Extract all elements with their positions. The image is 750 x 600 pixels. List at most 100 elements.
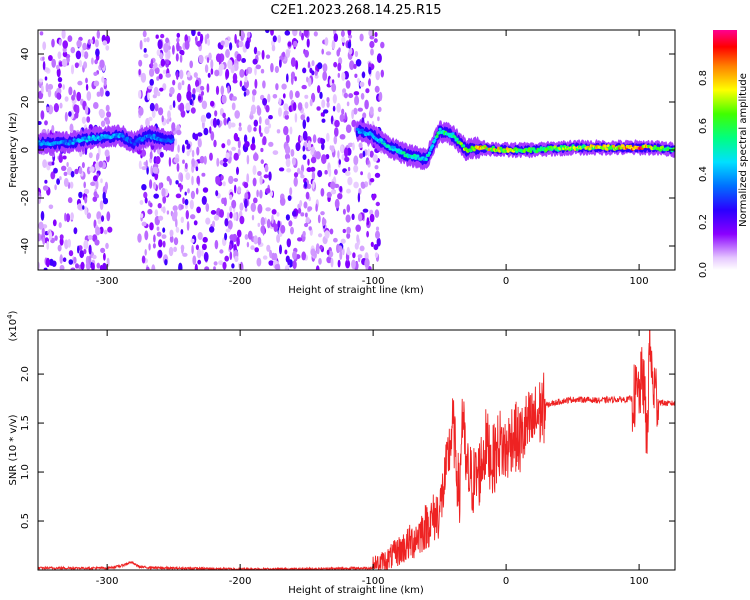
noise-blob [292, 251, 297, 260]
noise-blob [233, 152, 239, 161]
noise-blob [260, 159, 264, 165]
noise-blob [361, 71, 366, 79]
noise-blob [307, 140, 312, 151]
noise-blob [95, 226, 101, 236]
noise-blob [366, 230, 369, 238]
noise-blob [256, 257, 262, 267]
noise-blob [344, 156, 350, 163]
noise-blob [49, 258, 54, 266]
noise-blob [304, 49, 309, 58]
noise-blob [64, 239, 69, 250]
noise-blob [203, 155, 207, 165]
noise-blob [229, 234, 235, 241]
noise-blob [181, 80, 185, 86]
noise-blob [301, 32, 304, 41]
noise-blob [250, 143, 256, 151]
noise-blob [169, 235, 174, 243]
y-tick-label: 2.0 [20, 366, 31, 382]
noise-blob [289, 126, 293, 135]
noise-blob [106, 211, 111, 222]
noise-blob [367, 159, 370, 165]
noise-blob [146, 266, 150, 270]
noise-blob [196, 146, 200, 156]
ridge-core [402, 151, 406, 155]
noise-blob [307, 158, 310, 166]
noise-blob [48, 204, 54, 210]
noise-blob [142, 30, 147, 38]
noise-blob [367, 266, 372, 270]
noise-blob [234, 33, 237, 44]
ridge-core [435, 134, 439, 138]
noise-blob [299, 30, 302, 37]
noise-blob [263, 174, 269, 179]
noise-blob [206, 57, 210, 63]
noise-blob [315, 203, 318, 212]
noise-blob [286, 73, 289, 83]
noise-blob [333, 61, 338, 68]
noise-blob [43, 67, 50, 73]
noise-blob [96, 30, 101, 39]
noise-blob [377, 116, 380, 122]
noise-blob [191, 30, 196, 37]
noise-blob [172, 100, 176, 108]
noise-blob [104, 181, 108, 191]
noise-blob [255, 64, 261, 70]
noise-blob [149, 78, 154, 86]
ridge-core [612, 144, 616, 148]
noise-blob [172, 79, 176, 86]
noise-blob [228, 243, 233, 251]
noise-blob [153, 234, 156, 243]
noise-blob [368, 78, 371, 87]
noise-blob [347, 166, 351, 172]
noise-blob [338, 159, 341, 165]
noise-blob [44, 179, 48, 184]
noise-blob [304, 222, 309, 228]
noise-blob [284, 249, 288, 255]
noise-blob [156, 76, 160, 81]
noise-blob [226, 139, 231, 146]
noise-blob [239, 69, 245, 78]
noise-blob [78, 191, 83, 199]
noise-blob [236, 39, 240, 49]
noise-blob [83, 181, 86, 189]
noise-blob [180, 172, 184, 183]
noise-blob [282, 93, 286, 99]
noise-blob [42, 56, 45, 61]
noise-blob [51, 38, 55, 48]
noise-blob [213, 214, 220, 221]
noise-blob [321, 154, 327, 165]
noise-blob [163, 42, 169, 53]
noise-blob [346, 101, 350, 107]
noise-blob [56, 64, 60, 70]
noise-blob [362, 208, 369, 213]
noise-blob [90, 181, 96, 186]
y-tick-label: 20 [20, 96, 31, 109]
noise-blob [153, 181, 157, 190]
noise-blob [225, 49, 230, 58]
noise-blob [200, 114, 207, 124]
noise-blob [100, 215, 105, 222]
noise-blob [92, 254, 97, 260]
noise-blob [54, 184, 57, 191]
noise-blob [232, 73, 238, 83]
noise-blob [73, 227, 78, 235]
noise-blob [190, 238, 195, 243]
noise-blob [175, 53, 179, 62]
noise-blob [101, 76, 105, 83]
noise-blob [139, 200, 144, 205]
noise-blob [210, 100, 215, 107]
y-tick-label: -40 [20, 238, 31, 254]
noise-blob [240, 261, 243, 270]
x-tick-label: 0 [503, 276, 509, 287]
noise-blob [380, 41, 385, 49]
noise-blob [40, 210, 45, 221]
noise-blob [161, 234, 167, 240]
colorbar-label: Normalized spectral amplitude [738, 73, 749, 227]
noise-blob [42, 236, 46, 245]
noise-blob [61, 165, 67, 171]
y-tick-label: 0 [20, 147, 31, 153]
noise-blob [185, 172, 191, 181]
noise-blob [302, 145, 306, 152]
noise-blob [279, 58, 282, 68]
